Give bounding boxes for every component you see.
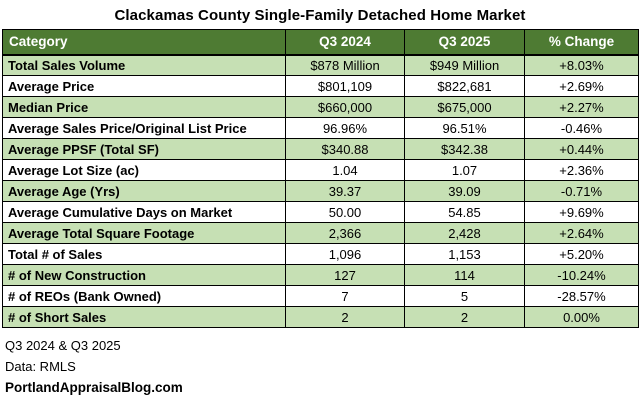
row-category-label: Total # of Sales [2,243,286,265]
footer-period-note: Q3 2024 & Q3 2025 [5,338,121,353]
footer-blog-name: PortlandAppraisalBlog.com [5,380,183,395]
cell-q3-2025-value: 54.85 [404,201,525,223]
cell-q3-2024-value: 7 [285,285,405,307]
row-category-label: # of Short Sales [2,306,286,328]
cell-q3-2024-value: 1,096 [285,243,405,265]
row-category-label: Average Sales Price/Original List Price [2,117,286,139]
cell-q3-2024-value: 127 [285,264,405,286]
table-header-row: Category Q3 2024 Q3 2025 % Change [2,29,639,56]
column-header-q3-2025: Q3 2025 [404,29,525,56]
cell-pct-change-value: +2.36% [524,159,639,181]
row-category-label: # of REOs (Bank Owned) [2,285,286,307]
cell-q3-2025-value: 2 [404,306,525,328]
cell-q3-2025-value: 1,153 [404,243,525,265]
row-category-label: # of New Construction [2,264,286,286]
cell-pct-change-value: 0.00% [524,306,639,328]
row-category-label: Average Age (Yrs) [2,180,286,202]
cell-q3-2024-value: 2,366 [285,222,405,244]
table-row: # of REOs (Bank Owned) 7 5 -28.57% [2,285,639,307]
market-comparison-table: Category Q3 2024 Q3 2025 % Change Total … [2,29,639,328]
cell-q3-2025-value: $675,000 [404,96,525,118]
column-header-q3-2024: Q3 2024 [285,29,405,56]
table-body: Total Sales Volume $878 Million $949 Milli… [2,54,639,328]
row-category-label: Average Lot Size (ac) [2,159,286,181]
cell-q3-2025-value: 39.09 [404,180,525,202]
cell-q3-2025-value: $342.38 [404,138,525,160]
table-row: Average PPSF (Total SF) $340.88 $342.38 +0.… [2,138,639,160]
cell-q3-2025-value: 5 [404,285,525,307]
row-category-label: Average PPSF (Total SF) [2,138,286,160]
cell-pct-change-value: +2.69% [524,75,639,97]
cell-pct-change-value: +2.27% [524,96,639,118]
row-category-label: Average Cumulative Days on Market [2,201,286,223]
cell-q3-2024-value: $340.88 [285,138,405,160]
cell-pct-change-value: +2.64% [524,222,639,244]
cell-q3-2024-value: $878 Million [285,54,405,76]
page-title: Clackamas County Single-Family Detached … [114,7,526,24]
table-row: Total # of Sales 1,096 1,153 +5.20% [2,243,639,265]
cell-pct-change-value: -28.57% [524,285,639,307]
cell-pct-change-value: -0.71% [524,180,639,202]
row-category-label: Total Sales Volume [2,54,286,76]
cell-q3-2024-value: 39.37 [285,180,405,202]
table-row: Average Price $801,109 $822,681 +2.69% [2,75,639,97]
table-row: # of New Construction 127 114 -10.24% [2,264,639,286]
footer-data-source: Data: RMLS [5,359,76,374]
cell-q3-2025-value: 96.51% [404,117,525,139]
row-category-label: Median Price [2,96,286,118]
table-row: Total Sales Volume $878 Million $949 Milli… [2,54,639,76]
table-row: # of Short Sales 2 2 0.00% [2,306,639,328]
table-row: Average Cumulative Days on Market 50.00 54… [2,201,639,223]
cell-q3-2024-value: 96.96% [285,117,405,139]
cell-pct-change-value: -10.24% [524,264,639,286]
table-row: Average Total Square Footage 2,366 2,428 +2… [2,222,639,244]
cell-q3-2024-value: 50.00 [285,201,405,223]
cell-q3-2024-value: 1.04 [285,159,405,181]
cell-pct-change-value: +0.44% [524,138,639,160]
table-row: Average Lot Size (ac) 1.04 1.07 +2.36% [2,159,639,181]
cell-pct-change-value: +8.03% [524,54,639,76]
cell-q3-2025-value: 2,428 [404,222,525,244]
cell-q3-2025-value: 1.07 [404,159,525,181]
cell-q3-2025-value: 114 [404,264,525,286]
table-row: Average Sales Price/Original List Price 9… [2,117,639,139]
row-category-label: Average Total Square Footage [2,222,286,244]
cell-q3-2025-value: $949 Million [404,54,525,76]
cell-pct-change-value: +9.69% [524,201,639,223]
cell-pct-change-value: +5.20% [524,243,639,265]
cell-pct-change-value: -0.46% [524,117,639,139]
cell-q3-2024-value: $660,000 [285,96,405,118]
column-header-category: Category [2,29,286,56]
cell-q3-2024-value: 2 [285,306,405,328]
row-category-label: Average Price [2,75,286,97]
cell-q3-2024-value: $801,109 [285,75,405,97]
table-row: Average Age (Yrs) 39.37 39.09 -0.71% [2,180,639,202]
table-row: Median Price $660,000 $675,000 +2.27% [2,96,639,118]
footer: Q3 2024 & Q3 2025 Data: RMLS PortlandApp… [0,328,640,398]
cell-q3-2025-value: $822,681 [404,75,525,97]
column-header-pct-change: % Change [524,29,639,56]
